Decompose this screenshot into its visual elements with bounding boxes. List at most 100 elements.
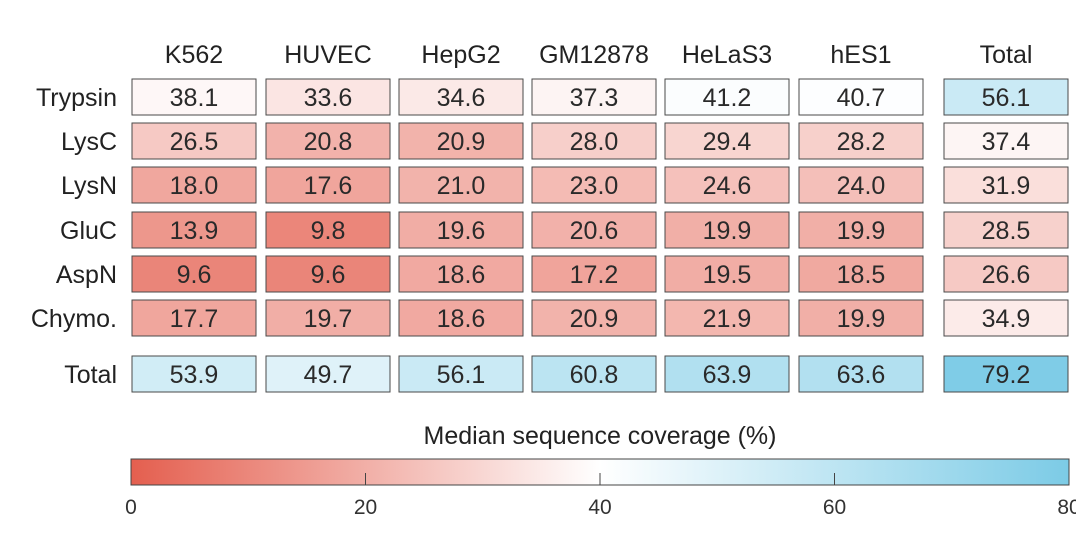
column-total-cell-label: 63.9 <box>703 361 752 389</box>
heatmap-cell-label: 40.7 <box>837 84 886 112</box>
heatmap-cell-label: 19.9 <box>703 217 752 245</box>
heatmap-labels: K562 HUVEC HepG2 GM12878 HeLaS3 hES1 Total Tryp… <box>31 41 1033 389</box>
row-total-cell-rect <box>943 78 1069 116</box>
heatmap-cell-label: 21.9 <box>703 305 752 333</box>
heatmap-cell-rect <box>664 166 790 204</box>
heatmap-cell-rect <box>798 166 924 204</box>
heatmap-cell-label: 19.9 <box>837 217 886 245</box>
row-total-cell-rect <box>943 211 1069 249</box>
heatmap-cell-rect <box>531 166 657 204</box>
column-header: HepG2 <box>421 41 500 69</box>
heatmap-cell-rect <box>131 211 257 249</box>
column-total-cell-label: 60.8 <box>570 361 619 389</box>
column-header: K562 <box>165 41 223 69</box>
heatmap-cell-label: 18.6 <box>437 305 486 333</box>
heatmap-cell-rect <box>265 299 391 337</box>
heatmap-cell-label: 20.9 <box>437 128 486 156</box>
heatmap-cell-rect <box>664 211 790 249</box>
heatmap-cell-label: 23.0 <box>570 172 619 200</box>
column-header-total: Total <box>980 41 1033 69</box>
column-total-cell-rect <box>531 355 657 393</box>
heatmap-cell-rect <box>531 211 657 249</box>
row-total-cell-rect <box>943 255 1069 293</box>
heatmap-cell-label: 17.7 <box>170 305 219 333</box>
heatmap-cell-rect <box>131 255 257 293</box>
heatmap-cell-rect <box>265 166 391 204</box>
heatmap-cell-rect <box>398 211 524 249</box>
row-total-cell-label: 26.6 <box>982 261 1031 289</box>
colorbar-tick-label: 20 <box>354 496 377 519</box>
row-label: LysC <box>61 128 117 156</box>
heatmap-cell-rect <box>798 78 924 116</box>
heatmap-cell-label: 20.8 <box>304 128 353 156</box>
heatmap-cell-rect <box>664 255 790 293</box>
heatmap-cell-label: 19.6 <box>437 217 486 245</box>
heatmap-cell-label: 20.6 <box>570 217 619 245</box>
row-total-cell-rect <box>943 299 1069 337</box>
column-total-cell-rect <box>664 355 790 393</box>
grand-total-cell-rect <box>943 355 1069 393</box>
column-total-cell-label: 49.7 <box>304 361 353 389</box>
column-header: GM12878 <box>539 41 649 69</box>
heatmap-cell-rect <box>398 255 524 293</box>
heatmap-cell-rect <box>531 299 657 337</box>
heatmap-cell-label: 18.6 <box>437 261 486 289</box>
row-label: Trypsin <box>36 84 117 112</box>
column-header: HeLaS3 <box>682 41 772 69</box>
heatmap-cell-label: 24.6 <box>703 172 752 200</box>
colorbar-tick-label: 80 <box>1057 496 1076 519</box>
row-label-total: Total <box>64 361 117 389</box>
heatmap-cell-rect <box>131 299 257 337</box>
heatmap-cell-label: 37.3 <box>570 84 619 112</box>
heatmap-cell-rect <box>798 255 924 293</box>
heatmap-cell-rect <box>131 166 257 204</box>
heatmap-cell-rect <box>798 122 924 160</box>
heatmap-cell-label: 33.6 <box>304 84 353 112</box>
grand-total-cell-label: 79.2 <box>982 361 1031 389</box>
heatmap-cell-label: 24.0 <box>837 172 886 200</box>
heatmap-cell-rect <box>265 255 391 293</box>
heatmap-cell-rect <box>265 211 391 249</box>
heatmap-cell-label: 21.0 <box>437 172 486 200</box>
heatmap-cell-label: 28.0 <box>570 128 619 156</box>
row-label: GluC <box>60 217 117 245</box>
row-total-cell-label: 34.9 <box>982 305 1031 333</box>
row-total-cell-label: 31.9 <box>982 172 1031 200</box>
heatmap-cell-rect <box>664 299 790 337</box>
heatmap-cell-rect <box>798 211 924 249</box>
heatmap-cell-rect <box>131 78 257 116</box>
heatmap-cell-rect <box>664 78 790 116</box>
row-label: Chymo. <box>31 305 117 333</box>
colorbar-ticks: 0 20 40 60 80 <box>125 473 1076 519</box>
heatmap-cell-label: 18.5 <box>837 261 886 289</box>
heatmap-cell-rect <box>398 122 524 160</box>
heatmap-cell-label: 9.6 <box>311 261 346 289</box>
colorbar-title: Median sequence coverage (%) <box>424 422 777 450</box>
heatmap-cell-rect <box>265 122 391 160</box>
heatmap-cell-rect <box>531 122 657 160</box>
heatmap-cell-rect <box>131 122 257 160</box>
heatmap-cell-label: 20.9 <box>570 305 619 333</box>
row-total-cell-label: 37.4 <box>982 128 1031 156</box>
row-total-cell-rect <box>943 122 1069 160</box>
heatmap-cell-label: 19.9 <box>837 305 886 333</box>
heatmap-cell-rect <box>398 166 524 204</box>
heatmap-cell-label: 13.9 <box>170 217 219 245</box>
column-total-cell-rect <box>798 355 924 393</box>
heatmap-cell-rect <box>798 299 924 337</box>
heatmap-cell-label: 9.6 <box>177 261 212 289</box>
row-label: AspN <box>56 261 117 289</box>
row-label: LysN <box>61 172 117 200</box>
heatmap-cell-rect <box>664 122 790 160</box>
column-total-cell-rect <box>265 355 391 393</box>
row-total-cell-rect <box>943 166 1069 204</box>
heatmap-cell-label: 18.0 <box>170 172 219 200</box>
column-total-cell-rect <box>398 355 524 393</box>
heatmap-cell-label: 38.1 <box>170 84 219 112</box>
heatmap-cell-label: 19.7 <box>304 305 353 333</box>
column-total-cell-label: 63.6 <box>837 361 886 389</box>
row-total-cell-label: 28.5 <box>982 217 1031 245</box>
column-total-cell-label: 53.9 <box>170 361 219 389</box>
column-header: HUVEC <box>284 41 372 69</box>
